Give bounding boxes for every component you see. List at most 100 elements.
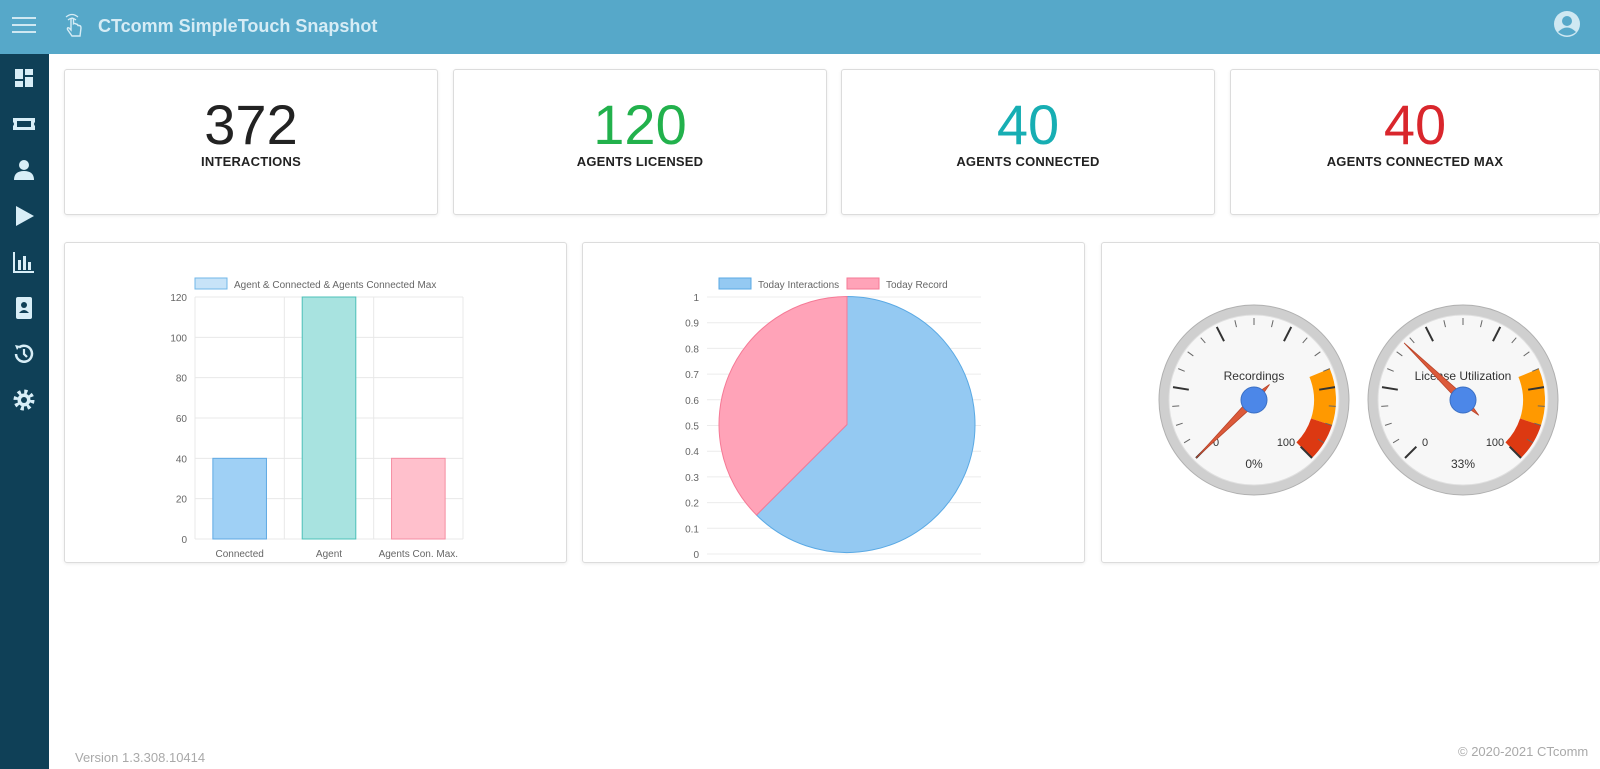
gauge-tick <box>1532 368 1539 372</box>
pie-y-tick: 0.7 <box>685 370 699 381</box>
gauge-tick <box>1328 405 1336 407</box>
pie-y-tick: 0.5 <box>685 422 699 433</box>
gauge-tick <box>1404 445 1418 459</box>
dashboard-icon[interactable] <box>12 66 36 90</box>
bar-legend-label: Agent & Connected & Agents Connected Max <box>234 280 436 291</box>
sidebar <box>0 54 49 769</box>
gauge-tick <box>1283 326 1293 342</box>
bar-y-tick: 40 <box>176 454 188 465</box>
bar-chart-icon[interactable] <box>12 250 36 274</box>
pie-y-tick: 1 <box>693 293 699 304</box>
bar-agents-con-max- <box>391 457 446 540</box>
pie-y-tick: 0.2 <box>685 499 699 510</box>
bar-y-tick: 120 <box>170 293 187 304</box>
gauge-danger-band <box>1505 418 1541 458</box>
bar-y-tick: 20 <box>176 495 188 506</box>
stat-value: 120 <box>593 93 687 156</box>
top-bar: CTcomm SimpleTouch Snapshot <box>0 0 1600 54</box>
gauge-tick <box>1511 337 1517 344</box>
play-icon[interactable] <box>12 204 36 228</box>
gauge-tick <box>1508 445 1522 459</box>
ticket-icon[interactable] <box>12 112 36 136</box>
gauge-tick <box>1317 438 1325 444</box>
gauge-tick <box>1387 368 1394 372</box>
stat-value: 40 <box>1383 93 1447 156</box>
touch-hand-icon <box>65 13 82 37</box>
settings-icon[interactable] <box>12 388 36 412</box>
gauge-warning-band <box>1309 368 1336 426</box>
bar-x-tick: Agent <box>316 549 342 560</box>
gauge-tick <box>1323 368 1330 372</box>
gauge-title: License Utilization <box>1415 369 1512 383</box>
gauge-tick <box>1314 351 1321 357</box>
gauge-tick <box>1299 445 1313 459</box>
pie-slice-record <box>718 295 848 516</box>
bar-legend-swatch <box>194 277 228 290</box>
pie-legend-swatch-record <box>846 277 880 290</box>
pie-legend-swatch-interactions <box>718 277 752 290</box>
bar-chart: Agent & Connected & Agents Connected Max… <box>170 277 464 560</box>
gauge-tick <box>1302 337 1308 344</box>
gauge-readout: 0% <box>1245 457 1263 471</box>
gauges-panel: Recordings 0 100 0% License Utilization … <box>1101 242 1600 563</box>
bar-x-tick: Connected <box>215 549 263 560</box>
gauge-min-label: 0 <box>1213 437 1219 449</box>
bar-x-tick: Agents Con. Max. <box>379 549 458 560</box>
gauge-min-label: 0 <box>1422 437 1428 449</box>
stat-label: INTERACTIONS <box>201 154 301 169</box>
gauge-tick <box>1172 386 1189 391</box>
gauge-max-label: 100 <box>1277 437 1295 449</box>
gauge-hub <box>1449 386 1477 414</box>
history-icon[interactable] <box>12 342 36 366</box>
stat-card-agents-licensed: 120 AGENTS LICENSED <box>453 69 827 215</box>
gauge-tick <box>1492 326 1502 342</box>
gauges: Recordings 0 100 0% License Utilization … <box>1158 304 1559 496</box>
stat-card-interactions: 372 INTERACTIONS <box>64 69 438 215</box>
user-icon[interactable] <box>12 158 36 182</box>
gauge-danger-band <box>1296 418 1332 458</box>
gauge-recordings: Recordings 0 100 0% <box>1158 304 1350 496</box>
account-icon[interactable] <box>1553 10 1581 38</box>
bar-y-tick: 60 <box>176 414 188 425</box>
pie-chart: Today Interactions Today Record 0 0.1 0.2 0… <box>685 277 981 561</box>
gauge-tick <box>1409 337 1415 344</box>
pie-y-tick: 0.3 <box>685 473 699 484</box>
gauge-tick <box>1443 320 1446 328</box>
bar-y-tick: 100 <box>170 333 187 344</box>
gauge-max-label: 100 <box>1486 437 1504 449</box>
gauge-tick <box>1384 422 1392 426</box>
pie-y-tick: 0 <box>693 550 699 561</box>
gauge-warning-band <box>1518 368 1545 426</box>
pie-chart-panel: Today Interactions Today Record 0 0.1 0.2 0… <box>582 242 1085 563</box>
gauge-tick <box>1392 438 1400 444</box>
bar-connected <box>212 457 267 540</box>
stat-card-agents-connected-max: 40 AGENTS CONNECTED MAX <box>1230 69 1600 215</box>
pie-legend-label-record: Today Record <box>886 280 948 291</box>
gauge-tick <box>1172 405 1180 407</box>
bar-chart-panel: Agent & Connected & Agents Connected Max… <box>64 242 567 563</box>
gauge-tick <box>1178 368 1185 372</box>
stat-label: AGENTS LICENSED <box>576 154 704 169</box>
gauge-tick <box>1200 337 1206 344</box>
gauge-tick <box>1424 326 1434 342</box>
gauge-tick <box>1523 351 1530 357</box>
gauge-readout: 33% <box>1451 457 1475 471</box>
bar-y-tick: 80 <box>176 374 188 385</box>
stat-card-agents-connected: 40 AGENTS CONNECTED <box>841 69 1215 215</box>
gauge-tick <box>1528 386 1545 391</box>
gauge-tick <box>1234 320 1237 328</box>
bar-y-tick: 0 <box>181 535 187 546</box>
gauge-license-utilization: License Utilization 0 100 33% <box>1367 304 1559 496</box>
app-title: CTcomm SimpleTouch Snapshot <box>98 16 378 36</box>
gauge-tick <box>1526 438 1534 444</box>
contact-book-icon[interactable] <box>12 296 36 320</box>
gauge-tick <box>1534 422 1542 426</box>
gauge-tick <box>1319 386 1336 391</box>
version-label: Version 1.3.308.10414 <box>75 750 206 765</box>
menu-icon[interactable] <box>12 17 36 37</box>
pie-y-tick: 0.1 <box>685 524 699 535</box>
gauge-tick <box>1537 405 1545 407</box>
gauge-tick <box>1381 405 1389 407</box>
pie-slice-interactions <box>755 295 976 553</box>
stat-value: 372 <box>204 93 298 156</box>
